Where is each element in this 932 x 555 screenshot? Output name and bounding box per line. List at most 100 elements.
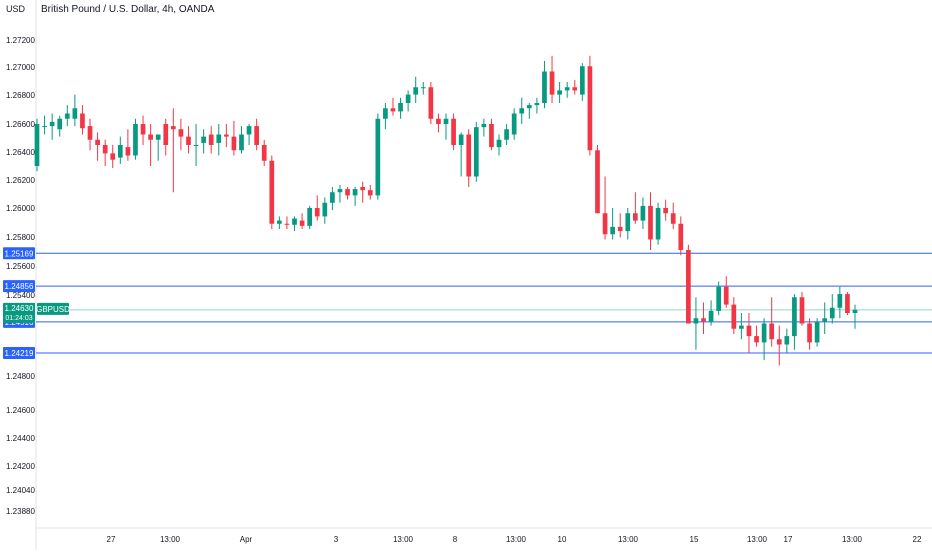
currency-label[interactable]: USD <box>6 4 26 14</box>
candle-body <box>572 87 578 91</box>
candle-body <box>534 103 540 106</box>
candle-body <box>549 71 555 95</box>
candle-body <box>655 208 661 240</box>
candle-body <box>34 124 40 166</box>
candle-body <box>799 297 805 324</box>
candle-body <box>633 213 638 221</box>
candle-body <box>42 126 47 128</box>
candle-body <box>345 189 350 196</box>
candle-body <box>155 134 161 140</box>
candle-body <box>420 87 426 89</box>
candle-body <box>224 134 229 137</box>
candle-body <box>716 286 722 311</box>
candle-body <box>208 134 214 145</box>
candle-body <box>776 339 782 345</box>
candle-body <box>178 129 184 137</box>
candle-body <box>451 118 456 145</box>
candle-body <box>277 220 282 224</box>
y-tick-label: 1.26400 <box>6 148 35 157</box>
candle-body <box>337 189 343 193</box>
candle-body <box>405 94 411 103</box>
countdown-label: 01:24:03 <box>5 315 32 322</box>
candle-body <box>163 124 169 145</box>
candle-body <box>670 213 676 224</box>
candle-body <box>216 134 222 143</box>
candle-body <box>610 226 615 235</box>
candle-body <box>587 66 593 151</box>
candle-body <box>201 136 206 143</box>
candle-body <box>473 127 479 177</box>
y-tick-label: 1.24200 <box>6 462 35 471</box>
candle-body <box>792 297 797 337</box>
candle-body <box>375 118 381 196</box>
candle-body <box>292 218 297 225</box>
candle-body <box>186 136 191 145</box>
x-tick-label: 13:00 <box>618 535 639 544</box>
y-tick-label: 1.25600 <box>6 262 35 271</box>
level-price-tag <box>3 280 35 293</box>
level-price-tag <box>3 247 35 260</box>
y-tick-label: 1.24040 <box>6 486 35 495</box>
candle-body <box>390 108 396 112</box>
candle-body <box>148 134 153 140</box>
candle-body <box>648 205 653 240</box>
candle-body <box>701 318 706 322</box>
y-tick-label: 1.25400 <box>6 291 35 300</box>
candle-body <box>481 124 487 128</box>
candle-body <box>739 325 744 329</box>
candle-body <box>125 147 131 156</box>
candle-body <box>663 208 668 214</box>
x-tick-label: 22 <box>913 535 922 544</box>
candle-body <box>845 294 850 313</box>
candle-body <box>246 126 252 135</box>
level-price-tag <box>3 347 35 360</box>
candle-body <box>557 90 562 95</box>
x-tick-label: 17 <box>784 535 793 544</box>
candle-body <box>807 323 812 343</box>
candle-body <box>784 336 790 345</box>
candle-body <box>57 118 63 130</box>
candle-body <box>102 145 108 154</box>
level-price-label: 1.24219 <box>5 349 34 358</box>
x-tick-label: Apr <box>240 535 253 544</box>
candle-body <box>814 321 820 343</box>
candle-body <box>686 250 691 324</box>
candle-body <box>170 126 176 130</box>
candle-body <box>746 325 752 337</box>
x-tick-label: 3 <box>334 535 339 544</box>
candle-body <box>443 118 449 124</box>
candle-body <box>852 309 858 313</box>
candle-body <box>837 294 843 308</box>
candle-body <box>269 160 275 224</box>
x-tick-label: 10 <box>558 535 567 544</box>
candle-body <box>133 124 138 156</box>
x-tick-label: 13:00 <box>747 535 768 544</box>
candle-body <box>602 213 608 235</box>
y-tick-label: 1.27000 <box>6 63 35 72</box>
x-tick-label: 13:00 <box>393 535 414 544</box>
candle-body <box>95 139 100 145</box>
candle-body <box>769 323 775 340</box>
y-tick-label: 1.24800 <box>6 372 35 381</box>
x-tick-label: 13:00 <box>160 535 181 544</box>
y-tick-label: 1.25800 <box>6 233 35 242</box>
candle-body <box>284 223 290 225</box>
candle-body <box>352 189 358 196</box>
candle-body <box>398 103 403 112</box>
level-price-label: 1.25169 <box>5 249 34 258</box>
candle-body <box>579 66 585 95</box>
candle-body <box>526 105 532 109</box>
candle-body <box>72 108 78 119</box>
candle-body <box>261 145 267 161</box>
y-tick-label: 1.26000 <box>6 204 35 213</box>
candle-body <box>140 124 146 135</box>
candle-body <box>64 113 70 119</box>
candle-body <box>693 318 699 324</box>
candle-body <box>254 126 259 145</box>
candle-body <box>413 87 419 95</box>
candle-body <box>117 145 123 158</box>
x-tick-label: 13:00 <box>506 535 527 544</box>
candle-body <box>314 208 320 217</box>
candle-body <box>87 126 93 140</box>
